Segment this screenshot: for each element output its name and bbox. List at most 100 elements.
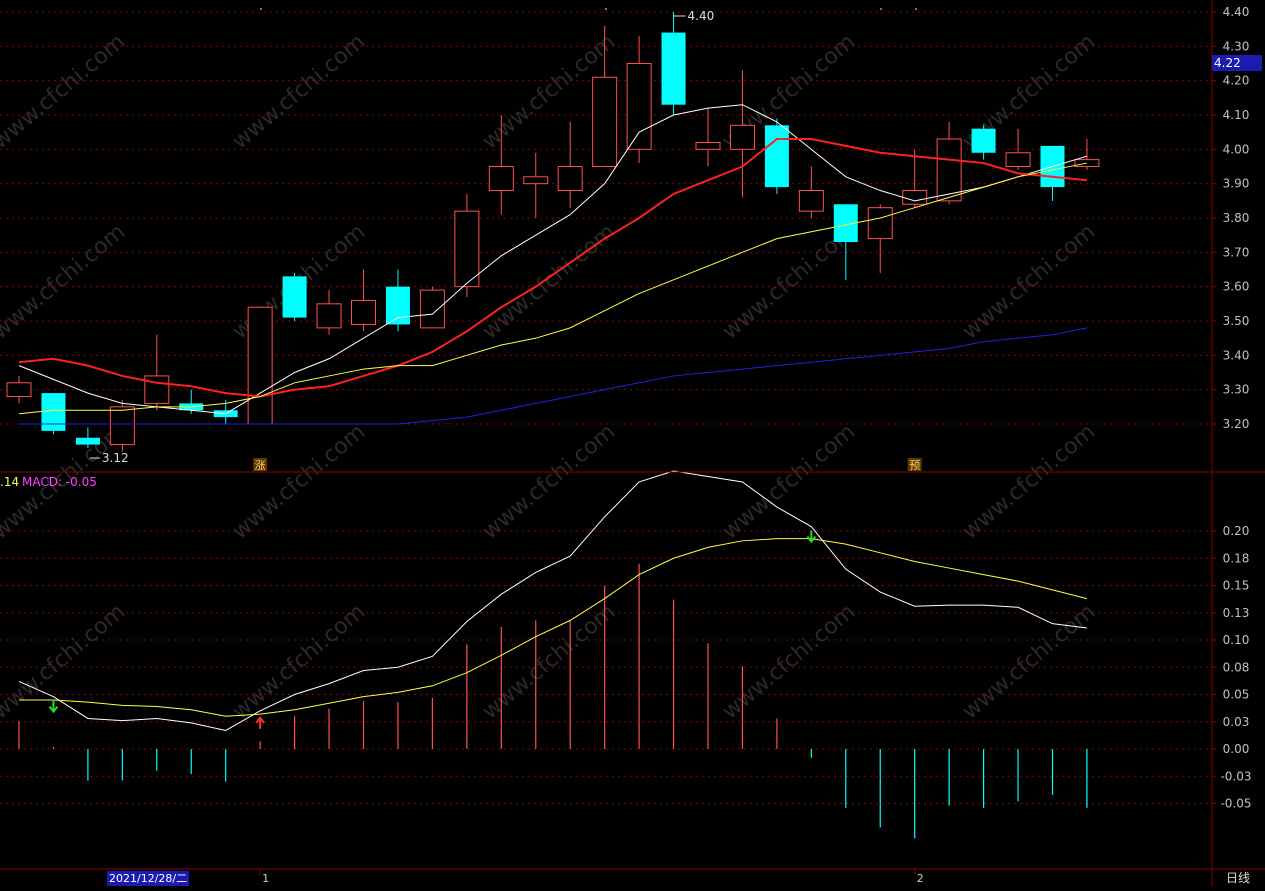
- macd-legend-item: .14: [0, 475, 19, 489]
- candle: [454, 193, 480, 297]
- cursor-date-label: 2021/12/28/二: [107, 871, 190, 886]
- candle: [351, 269, 376, 332]
- watermark-text: www.cfchi.com: [478, 419, 620, 544]
- macd-tick-label: 0.10: [1223, 633, 1250, 647]
- candle-body: [144, 375, 170, 404]
- candle-body: [75, 437, 100, 445]
- watermark-text: www.cfchi.com: [958, 219, 1100, 344]
- signal-label: 涨: [255, 459, 266, 472]
- watermark-text: www.cfchi.com: [228, 419, 370, 544]
- price-tick-label: 4.10: [1223, 108, 1250, 122]
- candle-body: [282, 276, 307, 318]
- candle-body: [557, 166, 583, 192]
- month-label-1: 1: [262, 872, 270, 885]
- price-legend-item: ...37: [0, 0, 27, 2]
- candle-body: [729, 124, 755, 150]
- macd-panel[interactable]: [18, 470, 1088, 839]
- candle: [695, 108, 721, 167]
- candle: [6, 375, 32, 404]
- candle: [75, 427, 100, 449]
- price-tick-label: 3.60: [1223, 280, 1250, 294]
- candle-body: [351, 299, 376, 325]
- arrow-head: [48, 706, 59, 714]
- candle-body: [626, 63, 652, 150]
- candle-body: [247, 306, 273, 425]
- price-tick-label: 3.40: [1223, 348, 1250, 362]
- watermark-text: www.cfchi.com: [478, 599, 620, 724]
- period-selector[interactable]: 日线: [1225, 871, 1250, 885]
- price-tick-label: 3.20: [1223, 417, 1250, 431]
- arrow-head: [806, 536, 817, 544]
- candle: [144, 334, 170, 411]
- candle-body: [109, 406, 135, 446]
- ma-line-ma20: [18, 138, 1088, 398]
- candle-body: [41, 393, 66, 431]
- candle-body: [798, 190, 824, 212]
- candle: [867, 204, 893, 273]
- macd-tick-label: -0.05: [1220, 797, 1251, 811]
- month-label-2: 2: [916, 872, 924, 885]
- candle: [764, 118, 789, 194]
- price-tick-label: 3.70: [1223, 245, 1250, 259]
- macd-tick-label: 0.18: [1223, 551, 1250, 565]
- macd-line-dif: [18, 470, 1088, 731]
- candle: [523, 152, 549, 218]
- candle-body: [6, 382, 32, 398]
- arrow-head: [255, 716, 265, 724]
- legends: ...37 MA10: 3.97MA20: 3.93MA60: 3.48 .14MA…: [0, 0, 293, 489]
- macd-tick-label: 0.08: [1223, 660, 1250, 674]
- signal-badge: [907, 458, 922, 471]
- candle-body: [523, 176, 549, 185]
- candle: [971, 125, 996, 160]
- price-legend-item: MA60: 3.48: [225, 0, 293, 2]
- watermark-text: www.cfchi.com: [0, 599, 130, 724]
- price-legend-item: MA20: 3.93: [160, 0, 228, 2]
- grid-lines: [0, 11, 1212, 804]
- price-tick-label: 4.40: [1223, 5, 1250, 19]
- watermark-text: www.cfchi.com: [0, 219, 130, 344]
- candle: [109, 399, 135, 452]
- candle-body: [419, 289, 445, 329]
- candle-body: [936, 138, 962, 202]
- watermark-text: www.cfchi.com: [228, 29, 370, 154]
- price-tick-label: 4.20: [1223, 74, 1250, 88]
- macd-tick-label: 0.05: [1223, 688, 1250, 702]
- candle: [729, 70, 755, 198]
- macd-tick-label: 0.03: [1223, 715, 1250, 729]
- candle-body: [661, 32, 686, 105]
- top-marker-dot: [260, 8, 262, 10]
- top-marker-dot: [880, 8, 882, 10]
- ma-line-ma10: [18, 104, 1088, 415]
- watermark-text: www.cfchi.com: [718, 419, 860, 544]
- top-marker-dot: [915, 8, 917, 10]
- candle: [798, 166, 824, 218]
- macd-tick-label: 0.15: [1223, 579, 1250, 593]
- watermark-text: www.cfchi.com: [958, 599, 1100, 724]
- candle-body: [867, 207, 893, 240]
- candle-body: [488, 166, 514, 192]
- candle-body: [592, 76, 618, 167]
- current-price-label: 4.22: [1212, 55, 1262, 71]
- candle: [1074, 139, 1100, 170]
- watermark-text: www.cfchi.com: [478, 219, 620, 344]
- macd-tick-label: 0.13: [1223, 606, 1250, 620]
- candle: [488, 115, 514, 215]
- candle-body: [385, 286, 410, 325]
- candle-body: [316, 303, 342, 329]
- price-legend-item: MA10: 3.97: [90, 0, 158, 2]
- candle: [282, 272, 307, 321]
- high-price-label: 4.40: [688, 9, 715, 23]
- ma-line-ma30: [18, 162, 1088, 415]
- candle: [247, 306, 273, 425]
- sell-arrow-icon: [806, 530, 817, 544]
- candle: [626, 36, 652, 164]
- candle: [592, 25, 618, 167]
- price-panel[interactable]: 3.12 4.40 涨 预: [6, 9, 1100, 472]
- price-tick-label: 4.00: [1223, 142, 1250, 156]
- candle: [419, 286, 445, 329]
- macd-tick-label: 0.00: [1223, 742, 1250, 756]
- candle: [1040, 145, 1065, 201]
